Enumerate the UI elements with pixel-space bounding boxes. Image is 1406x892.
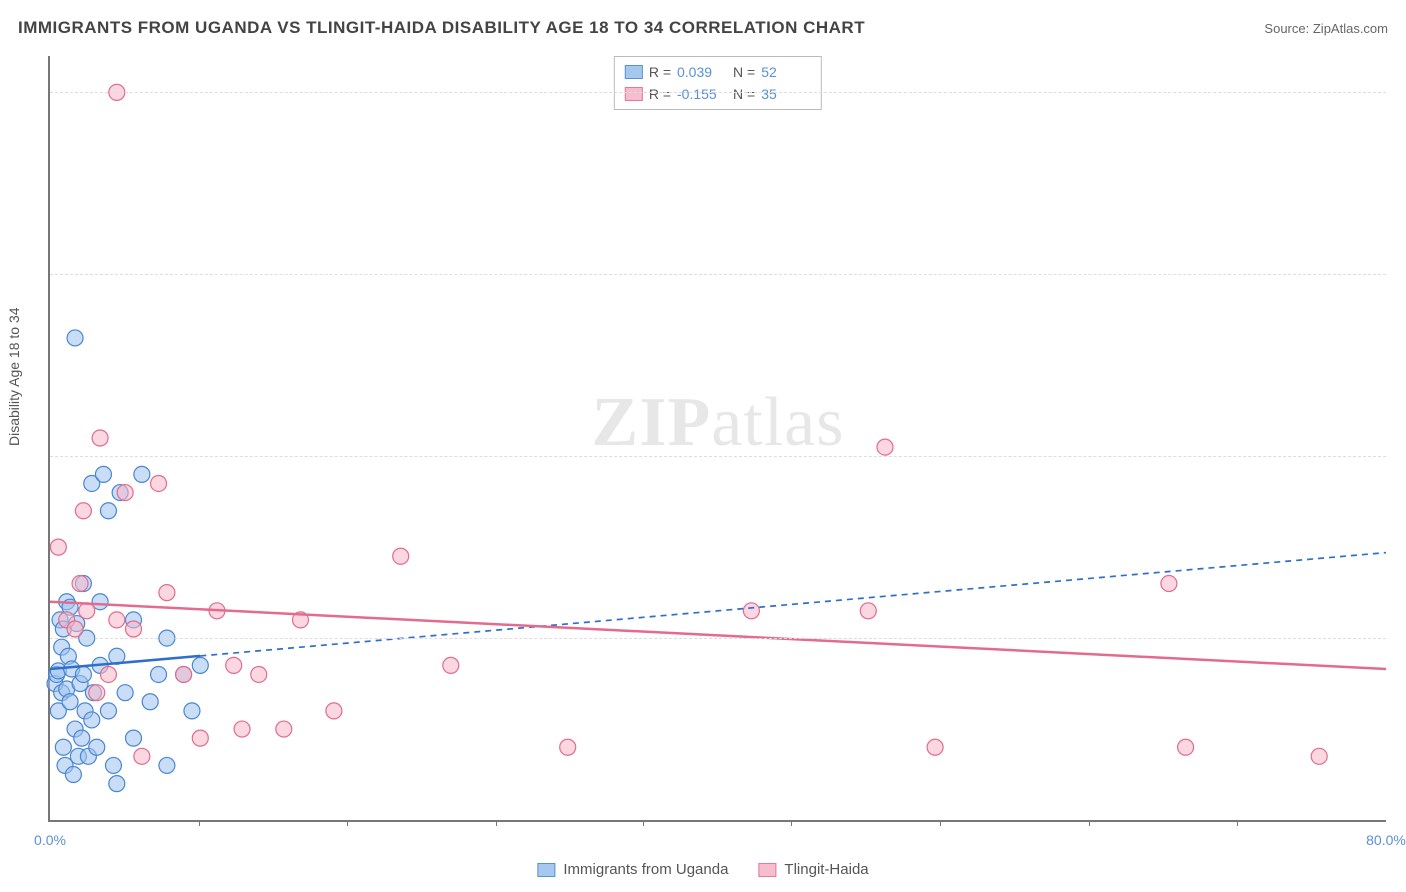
data-point xyxy=(142,694,158,710)
data-point xyxy=(100,703,116,719)
data-point xyxy=(72,576,88,592)
data-point xyxy=(151,666,167,682)
legend-label-tlingit: Tlingit-Haida xyxy=(784,861,868,878)
y-tick-label: 20.0% xyxy=(1391,448,1406,464)
y-tick-label: 40.0% xyxy=(1391,84,1406,100)
data-point xyxy=(1311,748,1327,764)
data-point xyxy=(126,730,142,746)
data-point xyxy=(105,757,121,773)
data-point xyxy=(55,739,71,755)
y-tick-label: 30.0% xyxy=(1391,266,1406,282)
chart-title: IMMIGRANTS FROM UGANDA VS TLINGIT-HAIDA … xyxy=(18,18,865,38)
data-point xyxy=(89,739,105,755)
source-link[interactable]: ZipAtlas.com xyxy=(1313,21,1388,36)
regression-line xyxy=(50,602,1386,669)
data-point xyxy=(134,748,150,764)
data-point xyxy=(1161,576,1177,592)
data-point xyxy=(393,548,409,564)
legend-label-uganda: Immigrants from Uganda xyxy=(563,861,728,878)
data-point xyxy=(126,621,142,637)
x-tick-label: 80.0% xyxy=(1366,832,1406,848)
series-legend: Immigrants from Uganda Tlingit-Haida xyxy=(537,861,868,878)
data-point xyxy=(134,466,150,482)
data-point xyxy=(159,585,175,601)
data-point xyxy=(67,621,83,637)
data-point xyxy=(75,666,91,682)
data-point xyxy=(95,466,111,482)
data-point xyxy=(62,694,78,710)
data-point xyxy=(251,666,267,682)
swatch-uganda xyxy=(537,863,555,877)
chart-plot-area: ZIPatlas R = 0.039 N = 52 R = -0.155 N =… xyxy=(48,56,1386,822)
legend-item-tlingit: Tlingit-Haida xyxy=(758,861,868,878)
y-tick-label: 10.0% xyxy=(1391,630,1406,646)
data-point xyxy=(1178,739,1194,755)
data-point xyxy=(192,730,208,746)
data-point xyxy=(100,666,116,682)
data-point xyxy=(92,430,108,446)
source-attribution: Source: ZipAtlas.com xyxy=(1264,21,1388,36)
data-point xyxy=(860,603,876,619)
data-point xyxy=(151,475,167,491)
data-point xyxy=(74,730,90,746)
data-point xyxy=(743,603,759,619)
y-axis-label: Disability Age 18 to 34 xyxy=(6,307,22,446)
data-point xyxy=(226,657,242,673)
data-point xyxy=(276,721,292,737)
data-point xyxy=(877,439,893,455)
data-point xyxy=(560,739,576,755)
data-point xyxy=(75,503,91,519)
data-point xyxy=(927,739,943,755)
data-point xyxy=(65,767,81,783)
data-point xyxy=(117,485,133,501)
data-point xyxy=(192,657,208,673)
data-point xyxy=(184,703,200,719)
data-point xyxy=(100,503,116,519)
data-point xyxy=(109,776,125,792)
swatch-tlingit xyxy=(758,863,776,877)
regression-line-extrapolated xyxy=(200,553,1386,656)
data-point xyxy=(89,685,105,701)
data-point xyxy=(234,721,250,737)
data-point xyxy=(326,703,342,719)
data-point xyxy=(84,712,100,728)
data-point xyxy=(117,685,133,701)
data-point xyxy=(443,657,459,673)
data-point xyxy=(159,757,175,773)
x-tick-label: 0.0% xyxy=(34,832,66,848)
data-point xyxy=(50,539,66,555)
data-point xyxy=(79,603,95,619)
data-point xyxy=(67,330,83,346)
legend-item-uganda: Immigrants from Uganda xyxy=(537,861,728,878)
source-label: Source: xyxy=(1264,21,1309,36)
data-point xyxy=(176,666,192,682)
data-point xyxy=(109,612,125,628)
scatter-svg xyxy=(50,56,1386,820)
